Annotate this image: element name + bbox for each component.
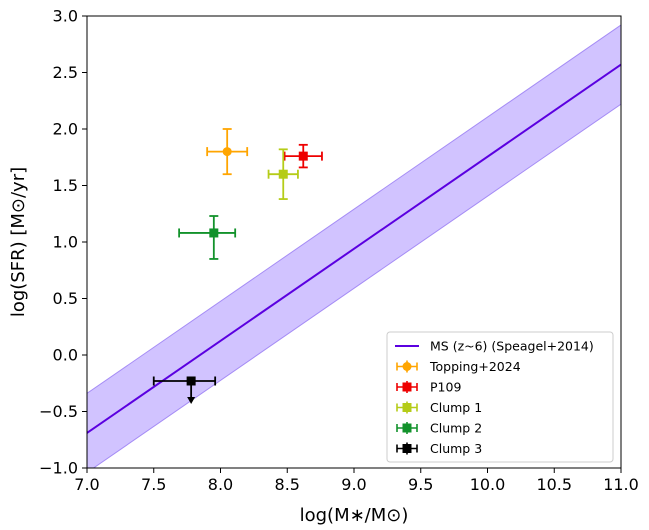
y-tick-label: 0.5 bbox=[53, 289, 78, 308]
point-topping-2024 bbox=[206, 128, 249, 176]
legend-label: P109 bbox=[430, 380, 461, 395]
legend-entry-clump-2: Clump 2 bbox=[396, 421, 482, 436]
x-axis-label: log(M∗/M⊙) bbox=[300, 505, 409, 526]
data-points-layer bbox=[152, 128, 323, 404]
legend-marker bbox=[402, 382, 412, 392]
y-tick-label: −0.5 bbox=[39, 402, 78, 421]
x-tick-label: 8.5 bbox=[275, 475, 300, 494]
ms-line-layer bbox=[87, 63, 621, 434]
x-tick-label: 11.0 bbox=[603, 475, 639, 494]
y-tick-label: 2.5 bbox=[53, 63, 78, 82]
x-tick-label: 9.0 bbox=[341, 475, 366, 494]
x-tick-label: 9.5 bbox=[408, 475, 433, 494]
point-p109 bbox=[283, 143, 323, 169]
legend: MS (z~6) (Speagel+2014) Topping+2024 P109 C… bbox=[386, 331, 614, 463]
y-axis-ticks: −1.0 −0.5 0.0 0.5 1.0 1.5 2.0 2.5 3.0 bbox=[39, 7, 87, 478]
legend-label: MS (z~6) (Speagel+2014) bbox=[430, 339, 594, 354]
y-tick-label: 0.0 bbox=[53, 346, 78, 365]
ms-line bbox=[87, 63, 621, 434]
ms-band-layer bbox=[87, 24, 621, 468]
y-axis-label: log(SFR) [M⊙/yr] bbox=[8, 167, 29, 317]
y-tick-label: 1.0 bbox=[53, 233, 78, 252]
x-tick-label: 10.0 bbox=[470, 475, 506, 494]
marker bbox=[298, 151, 308, 161]
marker bbox=[186, 376, 196, 386]
point-clump-2 bbox=[178, 215, 237, 260]
legend-label: Topping+2024 bbox=[429, 359, 521, 374]
marker bbox=[209, 228, 219, 238]
legend-entry-clump-3: Clump 3 bbox=[396, 441, 482, 456]
x-tick-label: 7.0 bbox=[74, 475, 99, 494]
y-tick-label: 2.0 bbox=[53, 120, 78, 139]
legend-entry-p109: P109 bbox=[396, 380, 461, 395]
legend-label: Clump 2 bbox=[430, 421, 482, 436]
marker bbox=[278, 169, 288, 179]
legend-entry-clump-1: Clump 1 bbox=[396, 400, 482, 415]
ms-scatter-band bbox=[87, 24, 621, 468]
upper-limit-arrowhead bbox=[187, 396, 196, 404]
y-tick-label: −1.0 bbox=[39, 459, 78, 478]
y-tick-label: 1.5 bbox=[53, 176, 78, 195]
legend-label: Clump 3 bbox=[430, 441, 482, 456]
x-axis-ticks: 7.0 7.5 8.0 8.5 9.0 9.5 10.0 10.5 11.0 bbox=[74, 468, 639, 494]
legend-marker bbox=[402, 403, 412, 412]
legend-marker bbox=[402, 444, 412, 453]
legend-marker bbox=[402, 362, 412, 371]
legend-label: Clump 1 bbox=[430, 400, 482, 415]
y-tick-label: 3.0 bbox=[53, 7, 78, 26]
x-tick-label: 10.5 bbox=[536, 475, 572, 494]
legend-entry-topping-2024: Topping+2024 bbox=[396, 359, 521, 374]
x-tick-label: 8.0 bbox=[208, 475, 233, 494]
marker bbox=[222, 147, 232, 157]
legend-marker bbox=[402, 423, 412, 433]
legend-entry-ms-z-6-speagel-2014: MS (z~6) (Speagel+2014) bbox=[395, 339, 594, 354]
x-tick-label: 7.5 bbox=[141, 475, 166, 494]
point-clump-1 bbox=[267, 148, 299, 200]
point-clump-3 bbox=[152, 376, 217, 404]
legend-box bbox=[386, 331, 614, 463]
